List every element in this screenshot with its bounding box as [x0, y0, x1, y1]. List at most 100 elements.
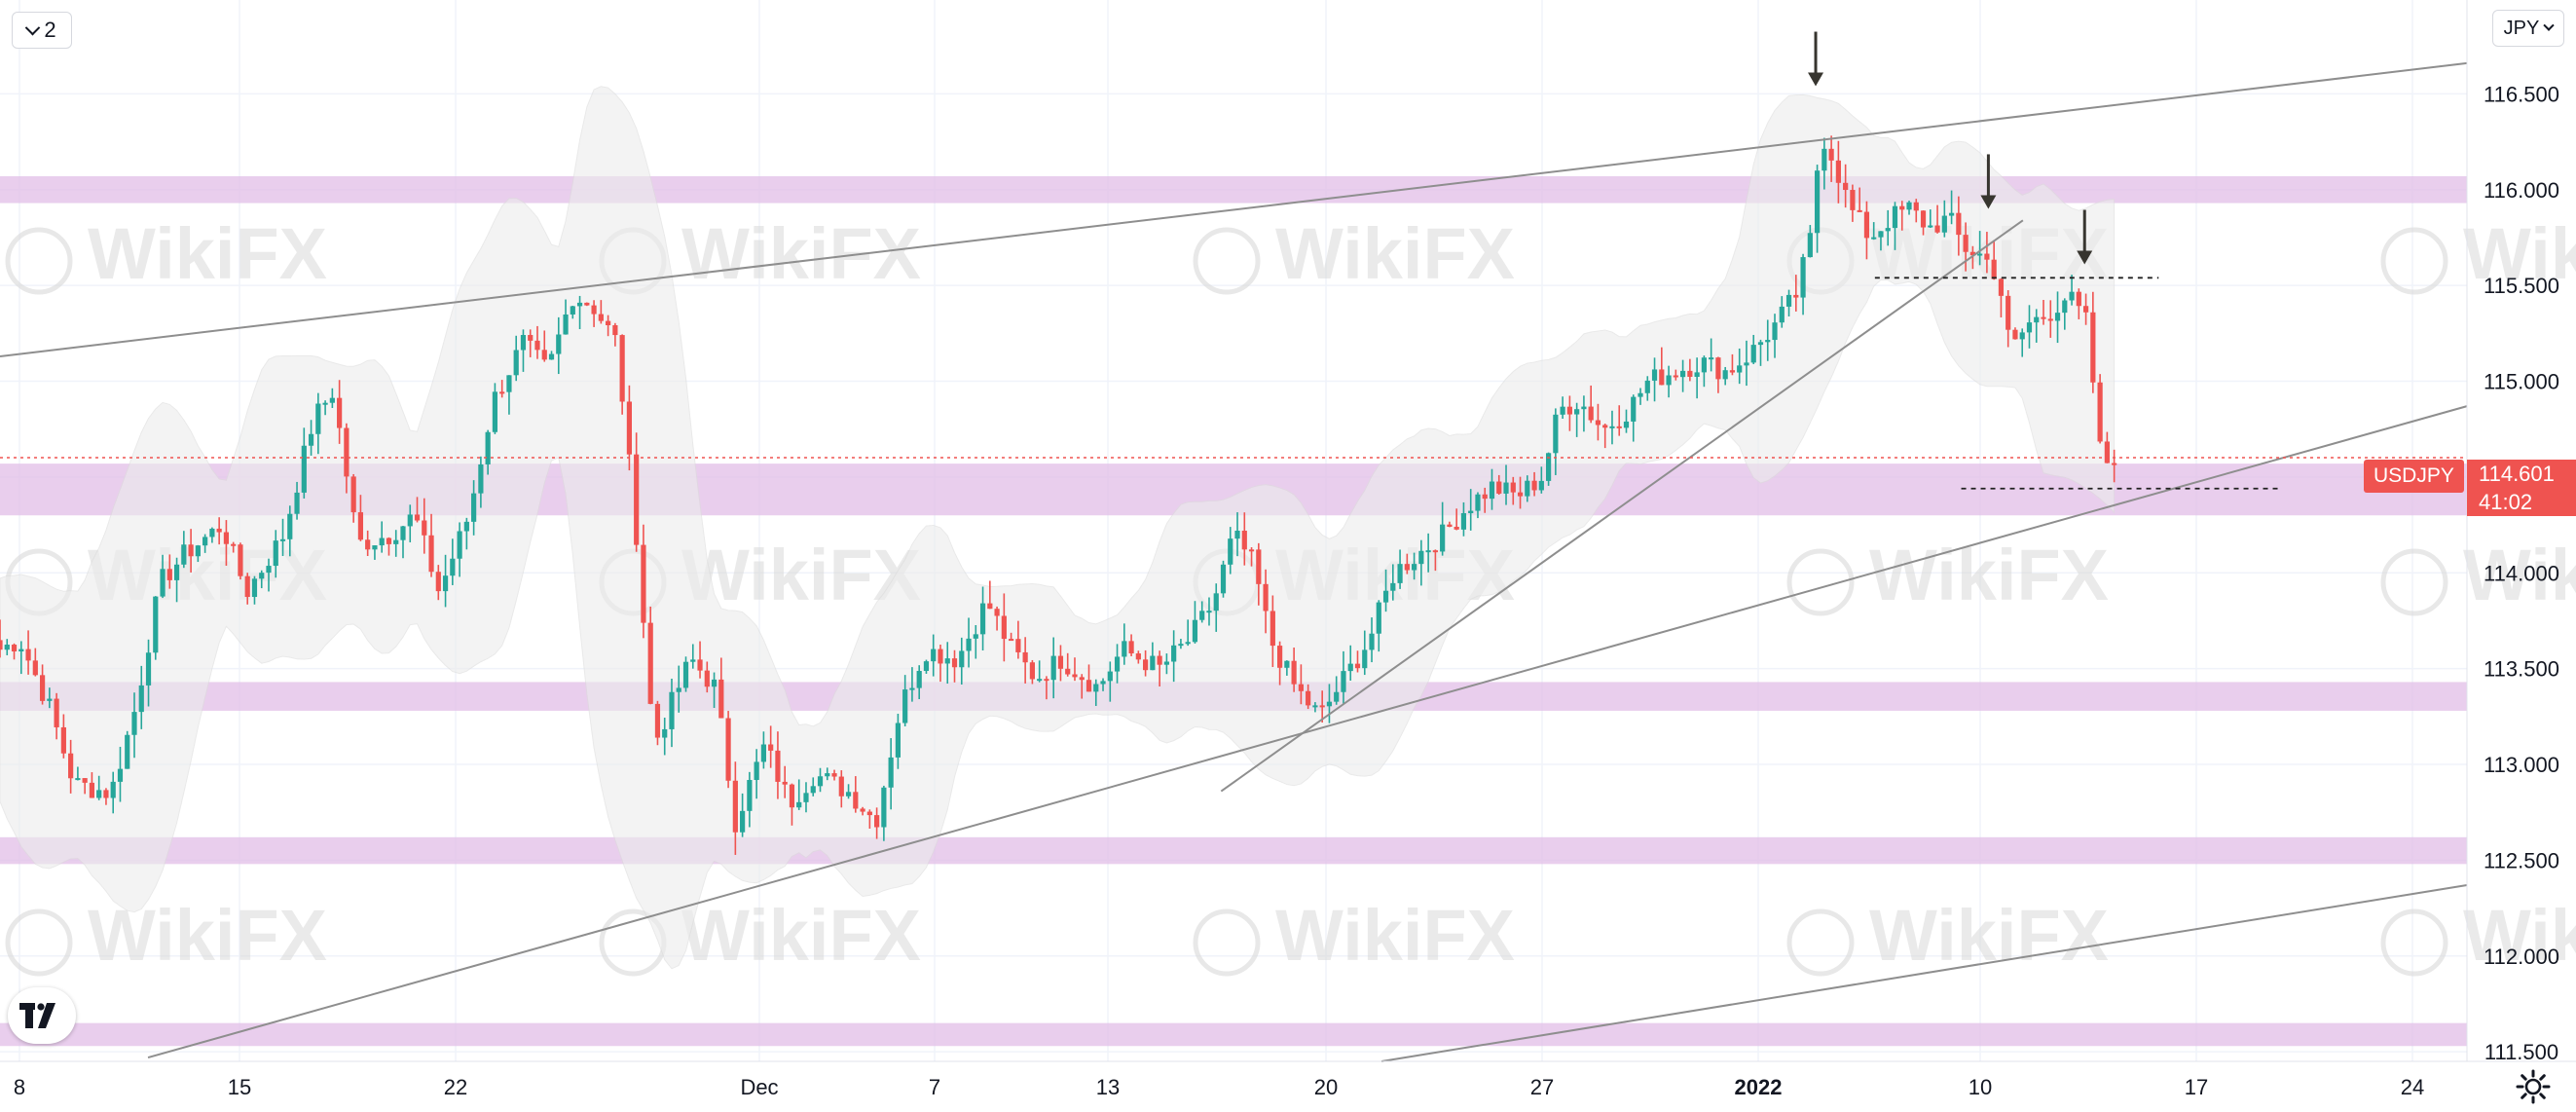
- candle-body: [916, 671, 922, 688]
- candle-body: [1899, 205, 1905, 210]
- candle-body: [393, 539, 399, 544]
- price-zone: [0, 176, 2467, 204]
- candle-body: [923, 661, 930, 672]
- candle-body: [1029, 662, 1035, 680]
- watermark-logo: [5, 908, 73, 977]
- candle-body: [1475, 494, 1481, 511]
- candle-body: [1248, 549, 1255, 552]
- time-axis[interactable]: 8 15 22 Dec 7 13 20 27 2022 10 17 24: [14, 1075, 2424, 1099]
- candle-body: [2097, 382, 2103, 442]
- candle-body: [499, 391, 505, 394]
- candle-body: [1306, 690, 1311, 706]
- y-tick-label: 113.500: [2484, 657, 2559, 682]
- candle-body: [1651, 369, 1658, 381]
- candle-body: [1228, 538, 1233, 565]
- candle-body: [1298, 684, 1304, 691]
- candle-body: [1871, 237, 1877, 240]
- x-tick-label: 10: [1969, 1075, 1992, 1099]
- candle-body: [725, 718, 731, 781]
- x-tick-label: 2022: [1735, 1075, 1783, 1099]
- settings-gear-icon[interactable]: [2514, 1067, 2553, 1106]
- arrow-markers: [1808, 31, 2093, 265]
- candle-body: [1390, 582, 1396, 591]
- series-selector-button[interactable]: 2: [12, 12, 72, 49]
- candle-body: [959, 650, 965, 668]
- candle-body: [294, 492, 300, 514]
- candle-body: [1616, 426, 1622, 428]
- candle-body: [860, 808, 865, 812]
- candle-body: [747, 780, 753, 811]
- candle-body: [131, 712, 137, 735]
- candle-body: [1425, 550, 1431, 553]
- candle-body: [1270, 611, 1275, 647]
- candle-body: [1553, 414, 1559, 454]
- candle-body: [570, 306, 575, 315]
- candle-body: [690, 659, 696, 662]
- watermark-text: WikiFX: [2463, 213, 2576, 294]
- candle-body: [838, 776, 844, 797]
- candle-body: [662, 728, 668, 738]
- candle-body: [2019, 332, 2025, 340]
- candle-body: [1701, 357, 1707, 373]
- x-tick-label: 22: [444, 1075, 467, 1099]
- candle-body: [831, 773, 837, 777]
- candle-body: [1878, 231, 1884, 238]
- price-zone: [0, 1022, 2467, 1047]
- candle-body: [1185, 642, 1191, 645]
- watermark-text: WikiFX: [1275, 895, 1515, 976]
- candle-body: [881, 787, 887, 828]
- candle-body: [1715, 357, 1721, 380]
- y-tick-label: 116.000: [2484, 178, 2559, 203]
- candle-body: [1022, 651, 1028, 663]
- candle-body: [1822, 148, 1827, 171]
- candle-body: [598, 314, 604, 321]
- price-zone: [0, 836, 2467, 865]
- candle-body: [344, 427, 350, 477]
- currency-selector-button[interactable]: JPY: [2492, 10, 2564, 47]
- watermark-logo: [2380, 908, 2448, 977]
- candle-body: [231, 543, 237, 546]
- candle-body: [1765, 340, 1771, 343]
- candle-body: [337, 397, 343, 428]
- candle-body: [1037, 679, 1043, 682]
- candle-body: [1256, 549, 1262, 584]
- candle-body: [435, 572, 441, 592]
- x-tick-label: 27: [1530, 1075, 1554, 1099]
- candle-body: [1673, 375, 1678, 378]
- candle-body: [471, 493, 477, 522]
- chevron-down-icon: [2543, 19, 2556, 31]
- candle-body: [1814, 170, 1821, 234]
- tradingview-logo-button[interactable]: [8, 987, 76, 1044]
- candle-body: [1114, 656, 1121, 672]
- candle-body: [1538, 480, 1544, 491]
- candle-body: [2090, 312, 2096, 383]
- candle-body: [1369, 633, 1375, 650]
- candle-body: [987, 603, 993, 610]
- candle-body: [1044, 679, 1049, 682]
- candle-body: [273, 540, 278, 567]
- candle-body: [89, 782, 95, 798]
- candle-body: [1277, 646, 1283, 668]
- candle-body: [1969, 251, 1975, 256]
- candle-body: [1920, 210, 1927, 228]
- watermark-text: WikiFX: [681, 213, 921, 294]
- series-count-label: 2: [44, 18, 56, 42]
- candle-body: [548, 353, 555, 360]
- price-axis[interactable]: 116.500116.000115.500115.000114.500114.0…: [2484, 82, 2559, 1064]
- candle-body: [1341, 671, 1346, 692]
- bollinger-band: [0, 86, 2116, 970]
- candle-body: [202, 537, 208, 546]
- candle-body: [1737, 365, 1743, 373]
- y-tick-label: 115.500: [2484, 274, 2559, 298]
- candle-body: [125, 734, 130, 769]
- candle-body: [2041, 316, 2046, 319]
- candle-body: [1079, 677, 1085, 681]
- candle-body: [1135, 653, 1141, 660]
- candle-body: [760, 744, 767, 762]
- trend-line: [0, 61, 2468, 357]
- candle-body: [1722, 370, 1728, 380]
- current-price-label: 114.601: [2479, 462, 2555, 486]
- watermark-text: WikiFX: [1275, 213, 1515, 294]
- candle-body: [1093, 684, 1099, 692]
